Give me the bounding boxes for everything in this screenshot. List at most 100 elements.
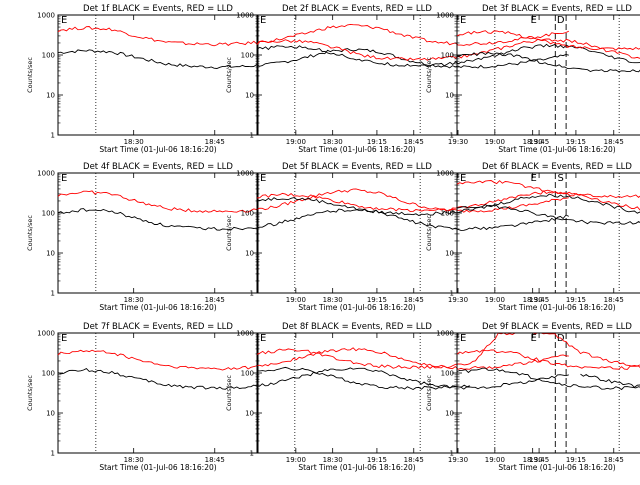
x-tick-label: 18:45 [604,456,624,464]
x-tick-label: 18:45 [205,296,225,304]
marker-label: D [557,15,565,26]
y-tick-label: 1 [250,290,254,298]
x-axis-label: Start Time (01-Jul-06 18:16:20) [498,145,615,154]
y-tick-label: 1 [51,450,55,458]
x-tick-label: 19:30 [448,296,468,304]
marker-label: E [531,15,537,26]
y-tick-label: 1 [250,132,254,140]
marker-label: E [260,333,266,344]
x-tick-label: 18:45 [205,138,225,146]
detector-panel-6: Det 6f BLACK = Events, RED = LLD 1 10 100 10… [425,162,640,312]
x-tick-label: 19:00 [485,456,505,464]
marker-label: S [558,173,564,184]
y-tick-label: 10 [245,250,254,258]
y-axis-label: Counts/sec [26,215,34,251]
y-tick-label: 10 [46,410,55,418]
marker-label: E [260,173,266,184]
x-tick-label: 19:00 [286,138,306,146]
y-axis-label: Counts/sec [425,57,433,93]
y-tick-label: 1000 [436,330,454,338]
events-series-line [57,208,570,231]
events-series-line [256,43,640,67]
plot-frame [456,14,640,136]
detector-panel-1: Det 1f BLACK = Events, RED = LLD 1 10 100 10… [26,4,569,154]
y-tick-label: 10 [245,92,254,100]
detector-panel-2: Det 2f BLACK = Events, RED = LLD 1 10 100 10… [225,4,640,154]
x-tick-label: 19:15 [367,138,387,146]
marker-label: E [260,15,266,26]
panel-title: Det 4f BLACK = Events, RED = LLD [83,162,233,172]
x-tick-label: 19:00 [485,138,505,146]
y-tick-label: 1000 [37,170,55,178]
x-tick-label: 18:30 [323,138,343,146]
marker-label: E [460,15,466,26]
panel-title: Det 8f BLACK = Events, RED = LLD [282,322,432,332]
x-axis-label: Start Time (01-Jul-06 18:16:20) [99,463,216,472]
y-tick-label: 1 [51,132,55,140]
y-tick-label: 100 [441,52,454,60]
x-axis-label: Start Time (01-Jul-06 18:16:20) [99,145,216,154]
lld-series-line [57,347,569,371]
detector-panel-5: Det 5f BLACK = Events, RED = LLD 1 10 100 10… [225,162,640,312]
panel-title: Det 2f BLACK = Events, RED = LLD [282,4,432,14]
x-tick-label: 18:30 [124,296,144,304]
x-tick-label: 19:45 [529,296,549,304]
x-axis-label: Start Time (01-Jul-06 18:16:20) [298,303,415,312]
x-tick-label: 19:45 [529,138,549,146]
y-tick-label: 100 [42,210,55,218]
y-tick-label: 100 [42,52,55,60]
panel-title: Det 9f BLACK = Events, RED = LLD [482,322,632,332]
x-tick-label: 19:15 [566,138,586,146]
x-tick-label: 19:30 [448,138,468,146]
y-axis-label: Counts/sec [425,375,433,411]
marker-label: E [531,333,537,344]
panel-title: Det 1f BLACK = Events, RED = LLD [83,4,233,14]
plot-frame [456,172,640,294]
x-tick-label: 19:00 [485,296,505,304]
y-tick-label: 100 [241,52,254,60]
detector-panel-7: Det 7f BLACK = Events, RED = LLD 1 10 100 10… [26,322,569,472]
x-tick-label: 19:15 [566,296,586,304]
x-axis-label: Start Time (01-Jul-06 18:16:20) [498,303,615,312]
x-tick-label: 18:45 [604,296,624,304]
x-tick-label: 19:00 [286,296,306,304]
x-tick-label: 18:45 [205,456,225,464]
lld-series-line [256,332,640,369]
events-series-line [57,367,569,390]
y-tick-label: 100 [42,370,55,378]
y-axis-label: Counts/sec [225,215,233,251]
y-tick-label: 100 [241,370,254,378]
events-series-line [256,193,640,217]
events-series-line [456,204,640,225]
y-tick-label: 10 [445,92,454,100]
x-axis-label: Start Time (01-Jul-06 18:16:20) [498,463,615,472]
y-tick-label: 100 [241,210,254,218]
y-tick-label: 1000 [436,12,454,20]
y-tick-label: 100 [441,370,454,378]
plot-frame [456,332,640,454]
x-tick-label: 19:00 [286,456,306,464]
x-tick-label: 18:30 [323,456,343,464]
x-tick-label: 18:45 [404,296,424,304]
marker-label: E [531,173,537,184]
events-series-line [456,51,640,73]
panel-title: Det 6f BLACK = Events, RED = LLD [482,162,632,172]
x-tick-label: 18:45 [404,138,424,146]
x-tick-label: 18:30 [523,456,543,464]
detector-panel-4: Det 4f BLACK = Events, RED = LLD 1 10 100 10… [26,162,570,312]
y-tick-label: 1000 [236,330,254,338]
y-tick-label: 1000 [37,330,55,338]
y-tick-label: 10 [46,92,55,100]
y-tick-label: 10 [445,410,454,418]
y-tick-label: 10 [245,410,254,418]
lld-series-line [456,349,640,370]
y-axis-label: Counts/sec [425,215,433,251]
y-axis-label: Counts/sec [225,57,233,93]
events-series-line [256,366,640,391]
y-tick-label: 100 [441,210,454,218]
y-tick-label: 10 [46,250,55,258]
y-axis-label: Counts/sec [26,375,34,411]
marker-label: E [61,173,67,184]
x-tick-label: 18:30 [523,296,543,304]
